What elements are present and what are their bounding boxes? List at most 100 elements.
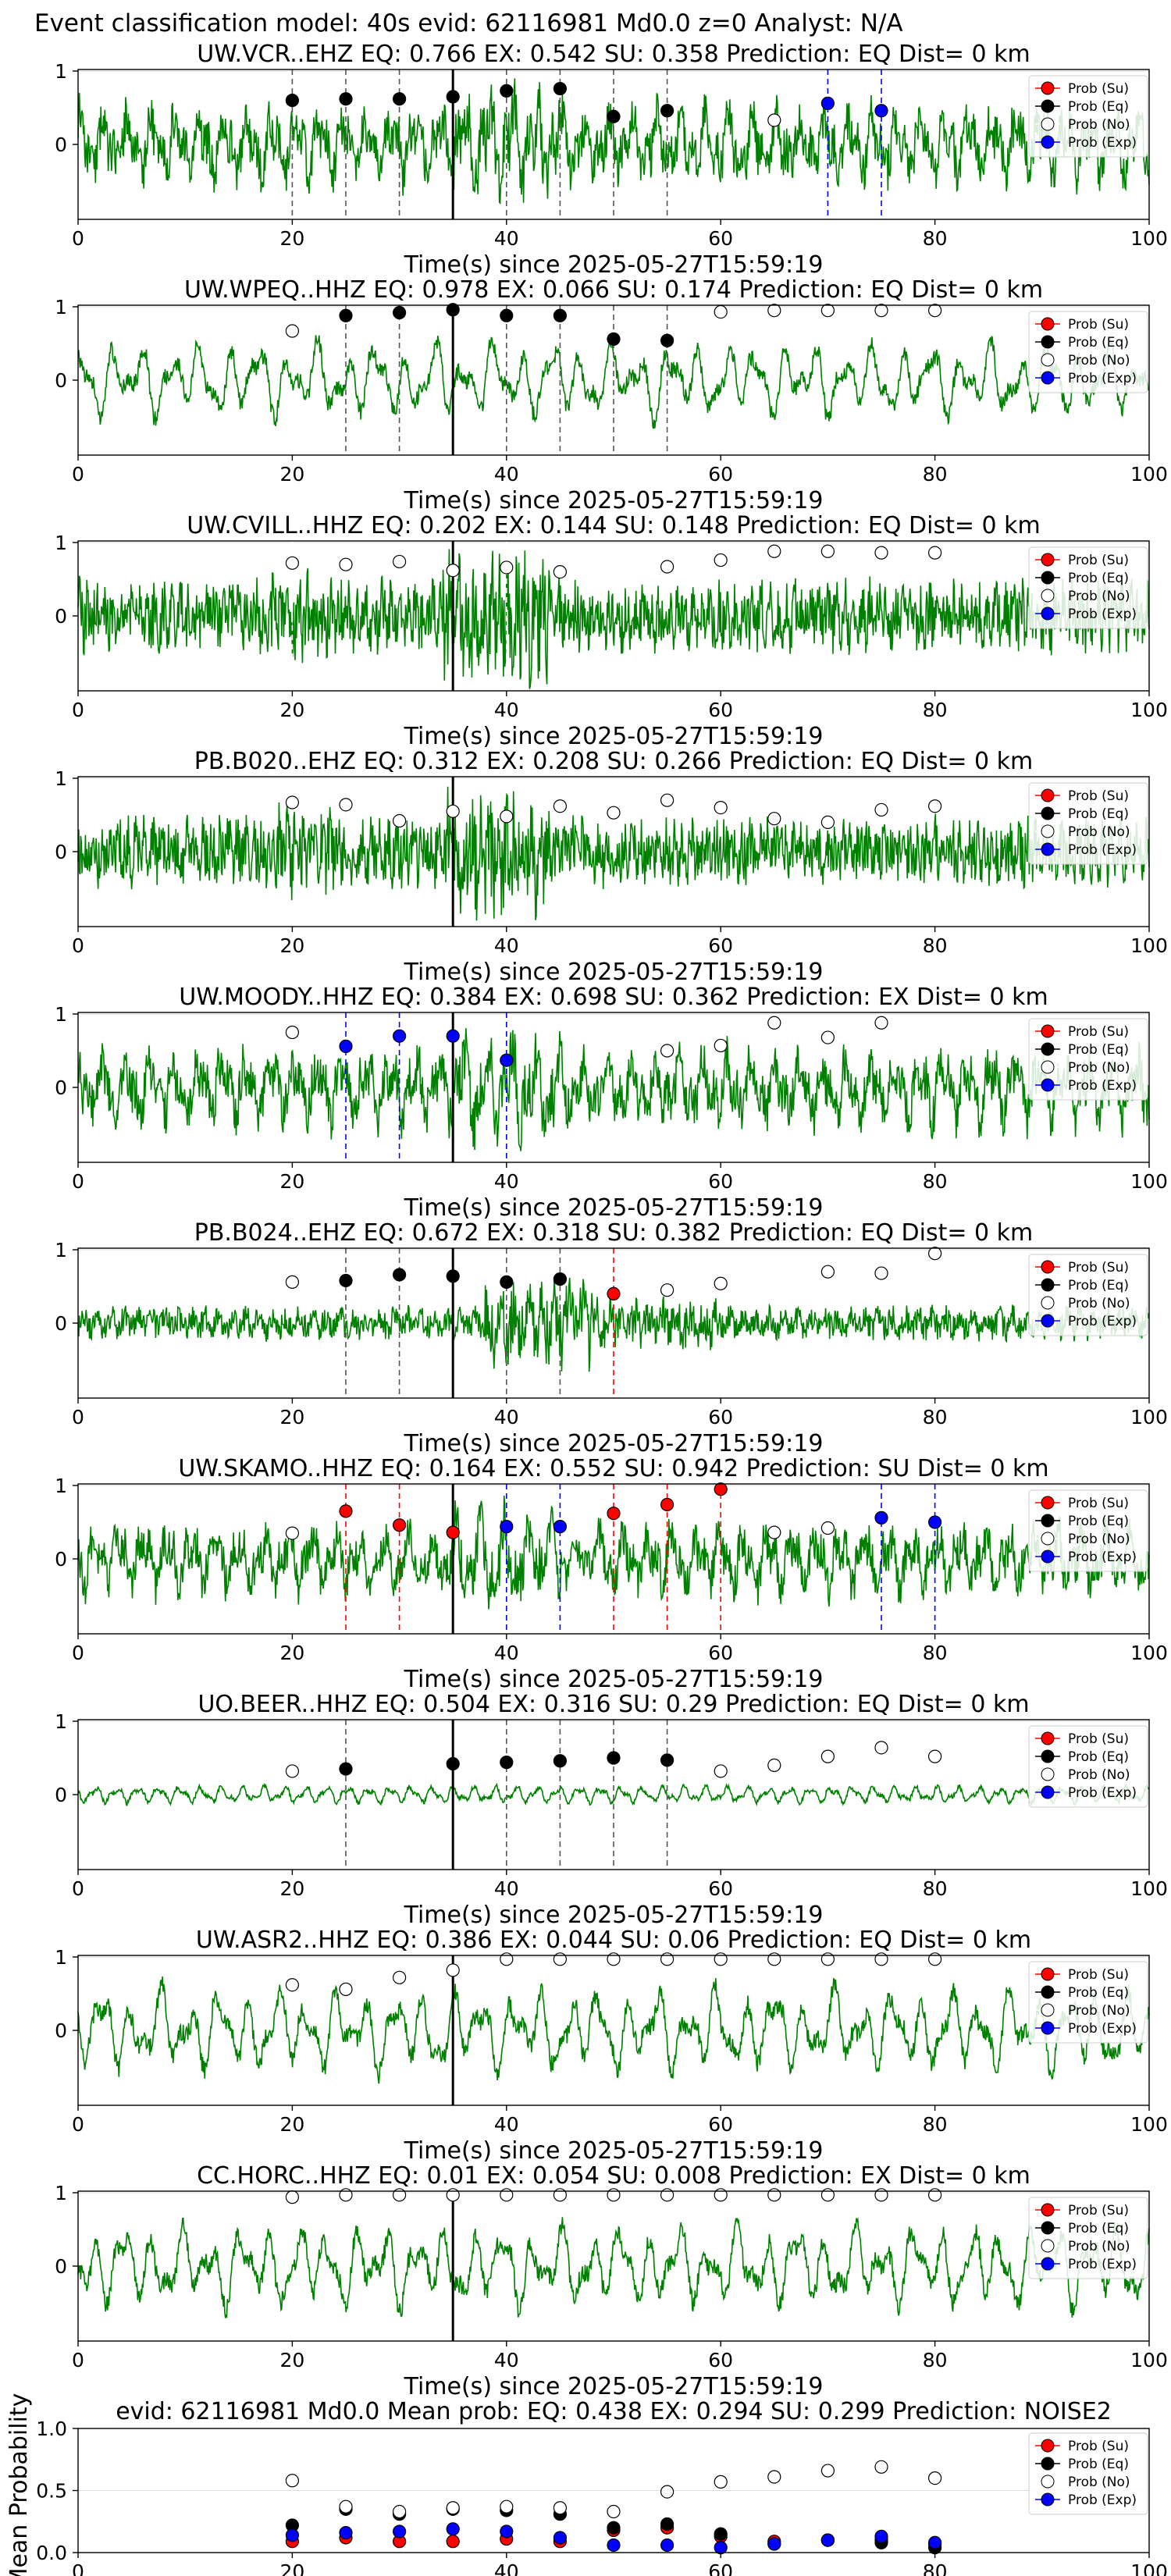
prob-point-exp [393,1029,407,1043]
legend-label-su: Prob (Su) [1068,317,1129,333]
mean-point-no [500,2500,514,2514]
legend-label-exp: Prob (Exp) [1068,1785,1137,1801]
prob-point-no [285,556,299,570]
x-tick-label: 80 [923,2560,948,2576]
x-tick-label: 0 [72,699,84,721]
prob-point-no [767,812,781,826]
x-tick-label: 100 [1130,1170,1168,1193]
prob-point-no [714,800,728,815]
y-tick-label: 1 [55,767,67,790]
y-tick-label: 1.0 [36,2418,67,2440]
legend-marker-exp [1041,371,1055,385]
panel-title: PB.B020..EHZ EQ: 0.312 EX: 0.208 SU: 0.2… [194,748,1034,775]
waveform-panel-4: UW.MOODY..HHZ EQ: 0.384 EX: 0.698 SU: 0.… [55,984,1168,1222]
legend-marker-su [1041,788,1055,802]
prob-point-no [660,793,674,807]
x-tick-label: 60 [708,2560,733,2576]
legend-label-no: Prob (No) [1068,2003,1130,2019]
x-tick-label: 60 [708,1877,733,1900]
prob-point-eq [607,332,621,346]
mean-point-no [660,2485,674,2499]
prob-point-no [820,1521,835,1535]
prob-point-eq [339,1273,353,1288]
prob-point-no [767,1525,781,1539]
prob-point-eq [393,92,407,106]
prob-point-no [874,2188,888,2202]
prob-point-eq [393,305,407,320]
prob-point-exp [446,1029,460,1043]
legend-marker-no [1041,2239,1055,2253]
prob-point-no [874,1741,888,1755]
prob-point-no [767,544,781,558]
legend-marker-exp [1041,842,1055,856]
mean-point-su [446,2535,460,2549]
axes-frame [77,2190,1150,2342]
legend: Prob (Su) Prob (Eq) Prob (No) Prob (Exp) [1028,1489,1148,1572]
prob-point-su [607,1507,621,1521]
prob-point-eq [607,109,621,123]
x-tick-label: 0 [72,1642,84,1664]
y-tick-label: 1 [55,1710,67,1733]
legend-label-no: Prob (No) [1068,1532,1130,1547]
prob-point-exp [500,1520,514,1534]
prob-point-no [714,1276,728,1290]
legend-marker-eq [1041,571,1055,585]
x-tick-label: 60 [708,2113,733,2136]
prob-point-exp [500,1053,514,1067]
x-axis-label: Time(s) since 2025-05-27T15:59:19 [404,1430,824,1457]
x-axis-label: Time(s) since 2025-05-27T15:59:19 [404,251,824,279]
prob-point-no [393,1970,407,1984]
prob-point-no [820,304,835,318]
legend-label-eq: Prob (Eq) [1068,571,1129,586]
prob-point-no [446,564,460,578]
axes-frame [77,540,1150,692]
y-tick-label: 0 [55,369,67,392]
legend-label-eq: Prob (Eq) [1068,1985,1129,2001]
prob-point-no [927,1749,942,1763]
mean-point-no [285,2474,299,2488]
prob-point-eq [339,1762,353,1776]
x-tick-label: 20 [279,934,304,957]
prob-point-exp [927,1515,942,1529]
mean-point-exp [660,2538,674,2553]
x-tick-label: 0 [72,1877,84,1900]
x-tick-label: 20 [279,1877,304,1900]
prob-point-no [500,1952,514,1966]
legend-label-no: Prob (No) [1068,824,1130,840]
mean-point-exp [393,2524,407,2539]
legend-marker-su [1041,1731,1055,1745]
x-tick-label: 100 [1130,1642,1168,1664]
prob-point-no [714,1038,728,1053]
legend: Prob (Su) Prob (Eq) Prob (No) Prob (Exp) [1028,2197,1148,2279]
x-axis-label: Time(s) since 2025-05-27T15:59:19 [404,1902,824,1929]
legend-marker-su [1041,1024,1055,1038]
legend-marker-exp [1041,607,1055,621]
legend-frame [1028,1489,1148,1572]
prob-point-no [927,799,942,813]
y-tick-label: 0 [55,841,67,863]
y-tick-label: 0 [55,605,67,628]
x-tick-label: 60 [708,934,733,957]
legend-marker-no [1041,589,1055,603]
prob-point-exp [553,1520,568,1534]
legend-marker-no [1041,1767,1055,1781]
prob-point-eq [553,81,568,96]
x-tick-label: 80 [923,699,948,721]
y-tick-label: 1 [55,1239,67,1261]
prob-point-no [446,2188,460,2202]
x-axis-label: Time(s) since 2025-05-27T15:59:19 [404,1194,824,1222]
x-tick-label: 40 [494,1642,519,1664]
legend-label-su: Prob (Su) [1068,81,1129,97]
legend-marker-su [1041,1967,1055,1981]
legend-label-no: Prob (No) [1068,2475,1130,2490]
prob-point-no [285,1764,299,1778]
legend-marker-no [1041,824,1055,838]
prob-point-no [393,813,407,828]
legend-marker-no [1041,2003,1055,2017]
prob-point-eq [553,1272,568,1286]
legend-marker-exp [1041,1550,1055,1564]
x-tick-label: 40 [494,463,519,486]
waveform-panel-2: UW.CVILL..HHZ EQ: 0.202 EX: 0.144 SU: 0.… [55,512,1168,750]
x-tick-label: 80 [923,227,948,250]
legend-marker-eq [1041,1278,1055,1292]
